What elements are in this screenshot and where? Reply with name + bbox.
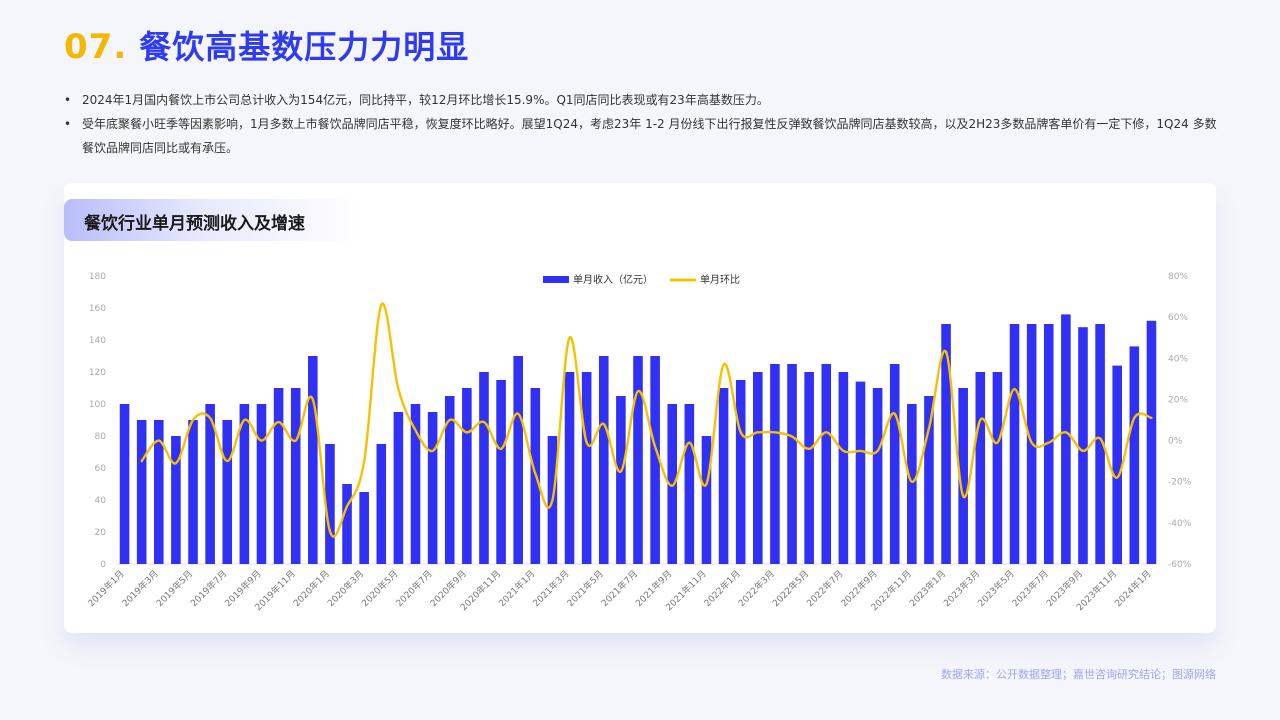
bar [393,412,404,564]
chart-title: 餐饮行业单月预测收入及增速 [84,214,305,234]
bar [684,404,695,564]
bullet-item: 2024年1月国内餐饮上市公司总计收入为154亿元，同比持平，较12月环比增长1… [64,88,1224,112]
y2-tick-label: 0% [1168,437,1183,447]
revenue-chart: 0 20 40 60 80 100 120 140 160 180 -60% -40% -20% 0% 20… [85,272,1192,613]
y2-tick-label: 40% [1168,354,1188,364]
bar [273,388,284,564]
y-tick-label: 60 [95,464,107,474]
bar [616,396,626,564]
x-tick-label: 2024年1月 [1112,568,1153,609]
page-title: 07. 餐饮高基数压力力明显 [64,22,469,70]
bar [564,372,575,564]
bar [342,484,352,564]
bar [513,356,523,564]
bar [941,324,951,564]
bar [1078,327,1088,564]
y-tick-label: 160 [89,304,106,314]
chart-card-header: 餐饮行业单月预测收入及增速 [64,199,364,241]
y-tick-label: 40 [95,496,107,506]
bar [838,372,849,564]
bar [496,380,506,564]
bar [290,388,301,564]
bar [889,364,900,564]
bar [855,381,866,564]
bar [633,356,643,564]
bar [427,412,438,564]
bar [787,364,797,564]
bar [907,404,917,564]
section-number: 07. [64,27,128,67]
y2-tick-label: 20% [1168,395,1188,405]
y-tick-label: 100 [89,400,106,410]
bar [1129,346,1140,564]
bar [119,404,130,564]
y2-tick-label: 80% [1168,272,1188,282]
series-line-mom [140,302,1153,538]
bar [718,388,729,564]
bar [753,372,763,564]
legend-label-line: 单月环比 [700,274,740,286]
y-tick-label: 80 [95,432,107,442]
bar [136,420,147,564]
bar [581,372,592,564]
bar [992,372,1003,564]
data-source: 数据来源：公开数据整理；嘉世咨询研究结论；图源网络 [941,668,1216,681]
bar [205,404,215,564]
y2-tick-label: 60% [1168,313,1188,323]
bar [924,396,934,564]
y-tick-label: 120 [89,368,106,378]
bullet-item: 受年底聚餐小旺季等因素影响，1月多数上市餐饮品牌同店平稳，恢复度环比略好。展望1… [64,112,1224,160]
bar [308,356,318,564]
legend-label-bar: 单月收入（亿元） [573,273,653,286]
bar [958,388,968,564]
bar [444,396,455,564]
bar [462,388,472,564]
bar [1009,324,1020,564]
y2-tick-label: -40% [1168,519,1192,529]
bar [376,444,387,564]
bar [701,436,712,564]
y2-tick-label: -20% [1168,478,1192,488]
bar [479,372,489,564]
bar [1146,320,1157,564]
bar [667,404,678,564]
bar [598,356,609,564]
bar [239,404,250,564]
summary-bullets: 2024年1月国内餐饮上市公司总计收入为154亿元，同比持平，较12月环比增长1… [64,88,1224,160]
bar [359,492,369,564]
bar [188,420,198,564]
bar [735,380,746,564]
bar [410,404,421,564]
section-title: 餐饮高基数压力力明显 [139,28,470,66]
y-tick-label: 180 [89,272,106,282]
bar [1043,324,1054,564]
y-tick-label: 140 [89,336,106,346]
bar [171,436,181,564]
legend-swatch-bar [543,276,569,283]
bar [804,372,814,564]
bar [1061,314,1071,564]
bar [770,364,780,564]
bar [153,420,164,564]
y2-tick-label: -60% [1168,560,1192,570]
y-tick-label: 20 [95,528,107,538]
bar [650,356,660,564]
bar [1112,365,1123,564]
bar [821,364,832,564]
y-tick-label: 0 [100,560,106,570]
bar [872,388,883,564]
bar [975,372,986,564]
bar [1095,324,1105,564]
bar [325,444,335,564]
bar [222,420,233,564]
bar [256,404,267,564]
